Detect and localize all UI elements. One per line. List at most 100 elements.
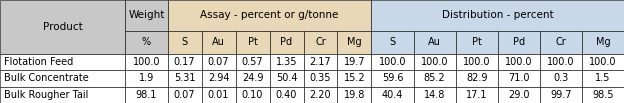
Bar [303, 70, 338, 87]
Text: 100.0: 100.0 [421, 57, 449, 67]
Bar [498, 31, 540, 54]
Bar [0, 87, 125, 103]
Text: 2.20: 2.20 [310, 90, 331, 100]
Text: 1.9: 1.9 [139, 73, 154, 83]
Text: 15.2: 15.2 [344, 73, 365, 83]
Text: 0.07: 0.07 [208, 57, 229, 67]
Bar [202, 54, 235, 70]
Text: Au: Au [212, 37, 225, 47]
Text: 0.3: 0.3 [553, 73, 568, 83]
Bar [303, 87, 338, 103]
Text: 98.5: 98.5 [592, 90, 614, 100]
Text: 0.17: 0.17 [173, 57, 195, 67]
Text: 59.6: 59.6 [382, 73, 403, 83]
Text: 19.7: 19.7 [344, 57, 365, 67]
Bar [456, 31, 498, 54]
Bar [338, 87, 371, 103]
Text: 100.0: 100.0 [589, 57, 617, 67]
Text: Cr: Cr [555, 37, 566, 47]
Text: 0.35: 0.35 [310, 73, 331, 83]
Bar [167, 87, 202, 103]
Bar [456, 70, 498, 87]
Text: Mg: Mg [596, 37, 610, 47]
Text: 100.0: 100.0 [463, 57, 490, 67]
Bar [270, 70, 303, 87]
Bar [125, 31, 167, 54]
Bar [338, 54, 371, 70]
Text: 40.4: 40.4 [382, 90, 403, 100]
Bar [456, 54, 498, 70]
Bar [582, 31, 624, 54]
Bar [414, 70, 456, 87]
Bar [202, 87, 235, 103]
Text: 50.4: 50.4 [276, 73, 297, 83]
Bar [303, 54, 338, 70]
Text: 2.94: 2.94 [208, 73, 229, 83]
Text: 100.0: 100.0 [505, 57, 532, 67]
Bar [582, 54, 624, 70]
Text: 99.7: 99.7 [550, 90, 572, 100]
Text: 14.8: 14.8 [424, 90, 446, 100]
Bar [0, 0, 125, 54]
Bar [202, 31, 235, 54]
Bar [235, 87, 270, 103]
Bar [582, 87, 624, 103]
Text: 82.9: 82.9 [466, 73, 487, 83]
Bar [270, 87, 303, 103]
Bar [167, 0, 371, 31]
Text: 100.0: 100.0 [379, 57, 406, 67]
Text: 17.1: 17.1 [466, 90, 487, 100]
Bar [0, 54, 125, 70]
Text: Assay - percent or g/tonne: Assay - percent or g/tonne [200, 10, 339, 20]
Text: 0.10: 0.10 [242, 90, 263, 100]
Text: 1.5: 1.5 [595, 73, 611, 83]
Text: Pd: Pd [280, 37, 293, 47]
Bar [338, 70, 371, 87]
Text: 85.2: 85.2 [424, 73, 446, 83]
Text: S: S [389, 37, 396, 47]
Bar [235, 31, 270, 54]
Bar [371, 0, 624, 31]
Text: 98.1: 98.1 [136, 90, 157, 100]
Bar [202, 70, 235, 87]
Bar [235, 54, 270, 70]
Text: 71.0: 71.0 [508, 73, 530, 83]
Bar [125, 0, 167, 31]
Text: 0.01: 0.01 [208, 90, 229, 100]
Bar [540, 31, 582, 54]
Bar [371, 31, 414, 54]
Text: Weight: Weight [129, 10, 165, 20]
Bar [498, 87, 540, 103]
Text: Pt: Pt [472, 37, 482, 47]
Bar [0, 70, 125, 87]
Bar [167, 31, 202, 54]
Bar [498, 70, 540, 87]
Text: 24.9: 24.9 [241, 73, 263, 83]
Bar [303, 31, 338, 54]
Bar [371, 54, 414, 70]
Text: Mg: Mg [347, 37, 362, 47]
Text: Product: Product [43, 22, 82, 32]
Text: 0.40: 0.40 [276, 90, 297, 100]
Bar [540, 87, 582, 103]
Bar [235, 70, 270, 87]
Text: Bulk Concentrate: Bulk Concentrate [4, 73, 89, 83]
Bar [167, 70, 202, 87]
Bar [125, 87, 167, 103]
Text: Cr: Cr [315, 37, 326, 47]
Bar [270, 54, 303, 70]
Text: %: % [142, 37, 151, 47]
Text: Au: Au [428, 37, 441, 47]
Text: 0.07: 0.07 [173, 90, 195, 100]
Bar [414, 54, 456, 70]
Text: 5.31: 5.31 [173, 73, 195, 83]
Bar [338, 31, 371, 54]
Bar [414, 31, 456, 54]
Bar [582, 70, 624, 87]
Text: 1.35: 1.35 [276, 57, 297, 67]
Text: Pd: Pd [513, 37, 525, 47]
Bar [540, 54, 582, 70]
Text: Bulk Rougher Tail: Bulk Rougher Tail [4, 90, 89, 100]
Bar [371, 70, 414, 87]
Bar [414, 87, 456, 103]
